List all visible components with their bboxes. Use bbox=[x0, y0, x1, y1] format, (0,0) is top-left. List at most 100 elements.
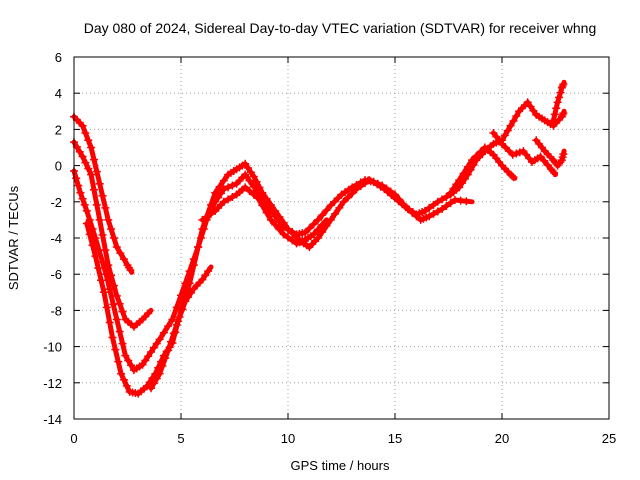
plus-marker bbox=[78, 121, 87, 130]
plus-marker bbox=[446, 199, 455, 208]
y-tick-label: -8 bbox=[50, 303, 62, 318]
plus-marker bbox=[152, 374, 161, 383]
plus-marker bbox=[262, 208, 271, 217]
plus-marker bbox=[543, 160, 552, 169]
plus-marker bbox=[352, 185, 361, 194]
plus-marker bbox=[164, 346, 173, 355]
plus-marker bbox=[99, 288, 108, 297]
plus-marker bbox=[515, 148, 524, 157]
plus-marker bbox=[266, 200, 275, 209]
plus-marker bbox=[206, 209, 215, 218]
plus-marker bbox=[186, 288, 195, 297]
x-tick-label: 25 bbox=[602, 431, 616, 446]
plus-marker bbox=[224, 195, 233, 204]
plus-marker bbox=[425, 212, 434, 221]
plus-marker bbox=[98, 191, 107, 200]
plus-marker bbox=[507, 171, 516, 180]
series-track-6 bbox=[199, 184, 329, 246]
plus-marker bbox=[149, 343, 158, 352]
plus-marker bbox=[116, 249, 125, 258]
plus-marker bbox=[104, 215, 113, 224]
plus-marker bbox=[412, 212, 421, 221]
plus-marker bbox=[501, 143, 510, 152]
plus-marker bbox=[119, 375, 128, 384]
plus-marker bbox=[121, 351, 130, 360]
plus-marker bbox=[144, 309, 153, 318]
plus-marker bbox=[124, 356, 133, 365]
plus-marker bbox=[245, 186, 254, 195]
plus-marker bbox=[395, 195, 404, 204]
markers-track-6 bbox=[198, 183, 327, 248]
plus-marker bbox=[152, 339, 161, 348]
plus-marker bbox=[333, 194, 342, 203]
plus-marker bbox=[82, 206, 91, 215]
plus-marker bbox=[144, 352, 153, 361]
plus-marker bbox=[429, 200, 438, 209]
plus-marker bbox=[318, 211, 327, 220]
plus-marker bbox=[279, 230, 288, 239]
plus-marker bbox=[313, 215, 322, 224]
plus-marker bbox=[81, 158, 90, 167]
plus-marker bbox=[356, 182, 365, 191]
series-track-2 bbox=[71, 139, 154, 330]
plus-marker bbox=[275, 225, 284, 234]
plus-marker bbox=[80, 200, 89, 209]
grid bbox=[74, 57, 609, 419]
plus-marker bbox=[284, 233, 292, 242]
plus-marker bbox=[559, 80, 568, 89]
plus-marker bbox=[468, 156, 477, 165]
plus-marker bbox=[449, 184, 458, 193]
plus-marker bbox=[462, 197, 471, 206]
plus-marker bbox=[309, 220, 318, 229]
markers-track-7 bbox=[446, 143, 518, 197]
plus-marker bbox=[84, 136, 93, 145]
series-layer bbox=[70, 79, 568, 398]
plus-marker bbox=[118, 339, 127, 348]
y-tick-label: -6 bbox=[50, 267, 62, 282]
plus-marker bbox=[556, 157, 565, 166]
plus-marker bbox=[74, 181, 83, 190]
plus-marker bbox=[446, 188, 455, 197]
plus-marker bbox=[442, 192, 451, 201]
plus-marker bbox=[198, 215, 207, 224]
plus-marker bbox=[201, 271, 210, 280]
series-track-1 bbox=[71, 114, 135, 275]
plus-marker bbox=[185, 279, 194, 288]
plus-marker bbox=[202, 212, 211, 221]
plus-marker bbox=[245, 176, 254, 185]
plus-marker bbox=[500, 131, 509, 140]
plus-marker bbox=[408, 208, 417, 217]
plus-marker bbox=[169, 329, 178, 338]
plus-marker bbox=[536, 152, 545, 161]
x-tick-label: 10 bbox=[281, 431, 295, 446]
plus-marker bbox=[254, 194, 263, 203]
plus-marker bbox=[114, 357, 123, 366]
plus-marker bbox=[459, 169, 468, 178]
markers-track-9 bbox=[532, 136, 568, 170]
plus-marker bbox=[318, 227, 327, 236]
plus-marker bbox=[172, 320, 181, 329]
plus-marker bbox=[228, 192, 237, 201]
plus-marker bbox=[549, 116, 558, 125]
plus-marker bbox=[361, 179, 370, 188]
plus-marker bbox=[555, 93, 564, 102]
y-tick-label: -2 bbox=[50, 195, 62, 210]
plus-marker bbox=[463, 162, 472, 171]
plus-marker bbox=[552, 104, 561, 113]
plus-marker bbox=[102, 270, 111, 279]
y-tick-label: 0 bbox=[55, 159, 62, 174]
plus-marker bbox=[326, 201, 335, 210]
plus-marker bbox=[365, 176, 374, 185]
plus-marker bbox=[438, 195, 447, 204]
plus-marker bbox=[167, 337, 176, 346]
plus-marker bbox=[556, 88, 565, 97]
plus-marker bbox=[433, 207, 442, 216]
plus-marker bbox=[76, 188, 85, 197]
plus-marker bbox=[164, 322, 173, 331]
plus-marker bbox=[559, 150, 568, 159]
plus-marker bbox=[111, 345, 120, 354]
plus-marker bbox=[108, 333, 117, 342]
plus-marker bbox=[512, 112, 521, 121]
plus-marker bbox=[112, 243, 121, 252]
plus-marker bbox=[97, 276, 106, 285]
